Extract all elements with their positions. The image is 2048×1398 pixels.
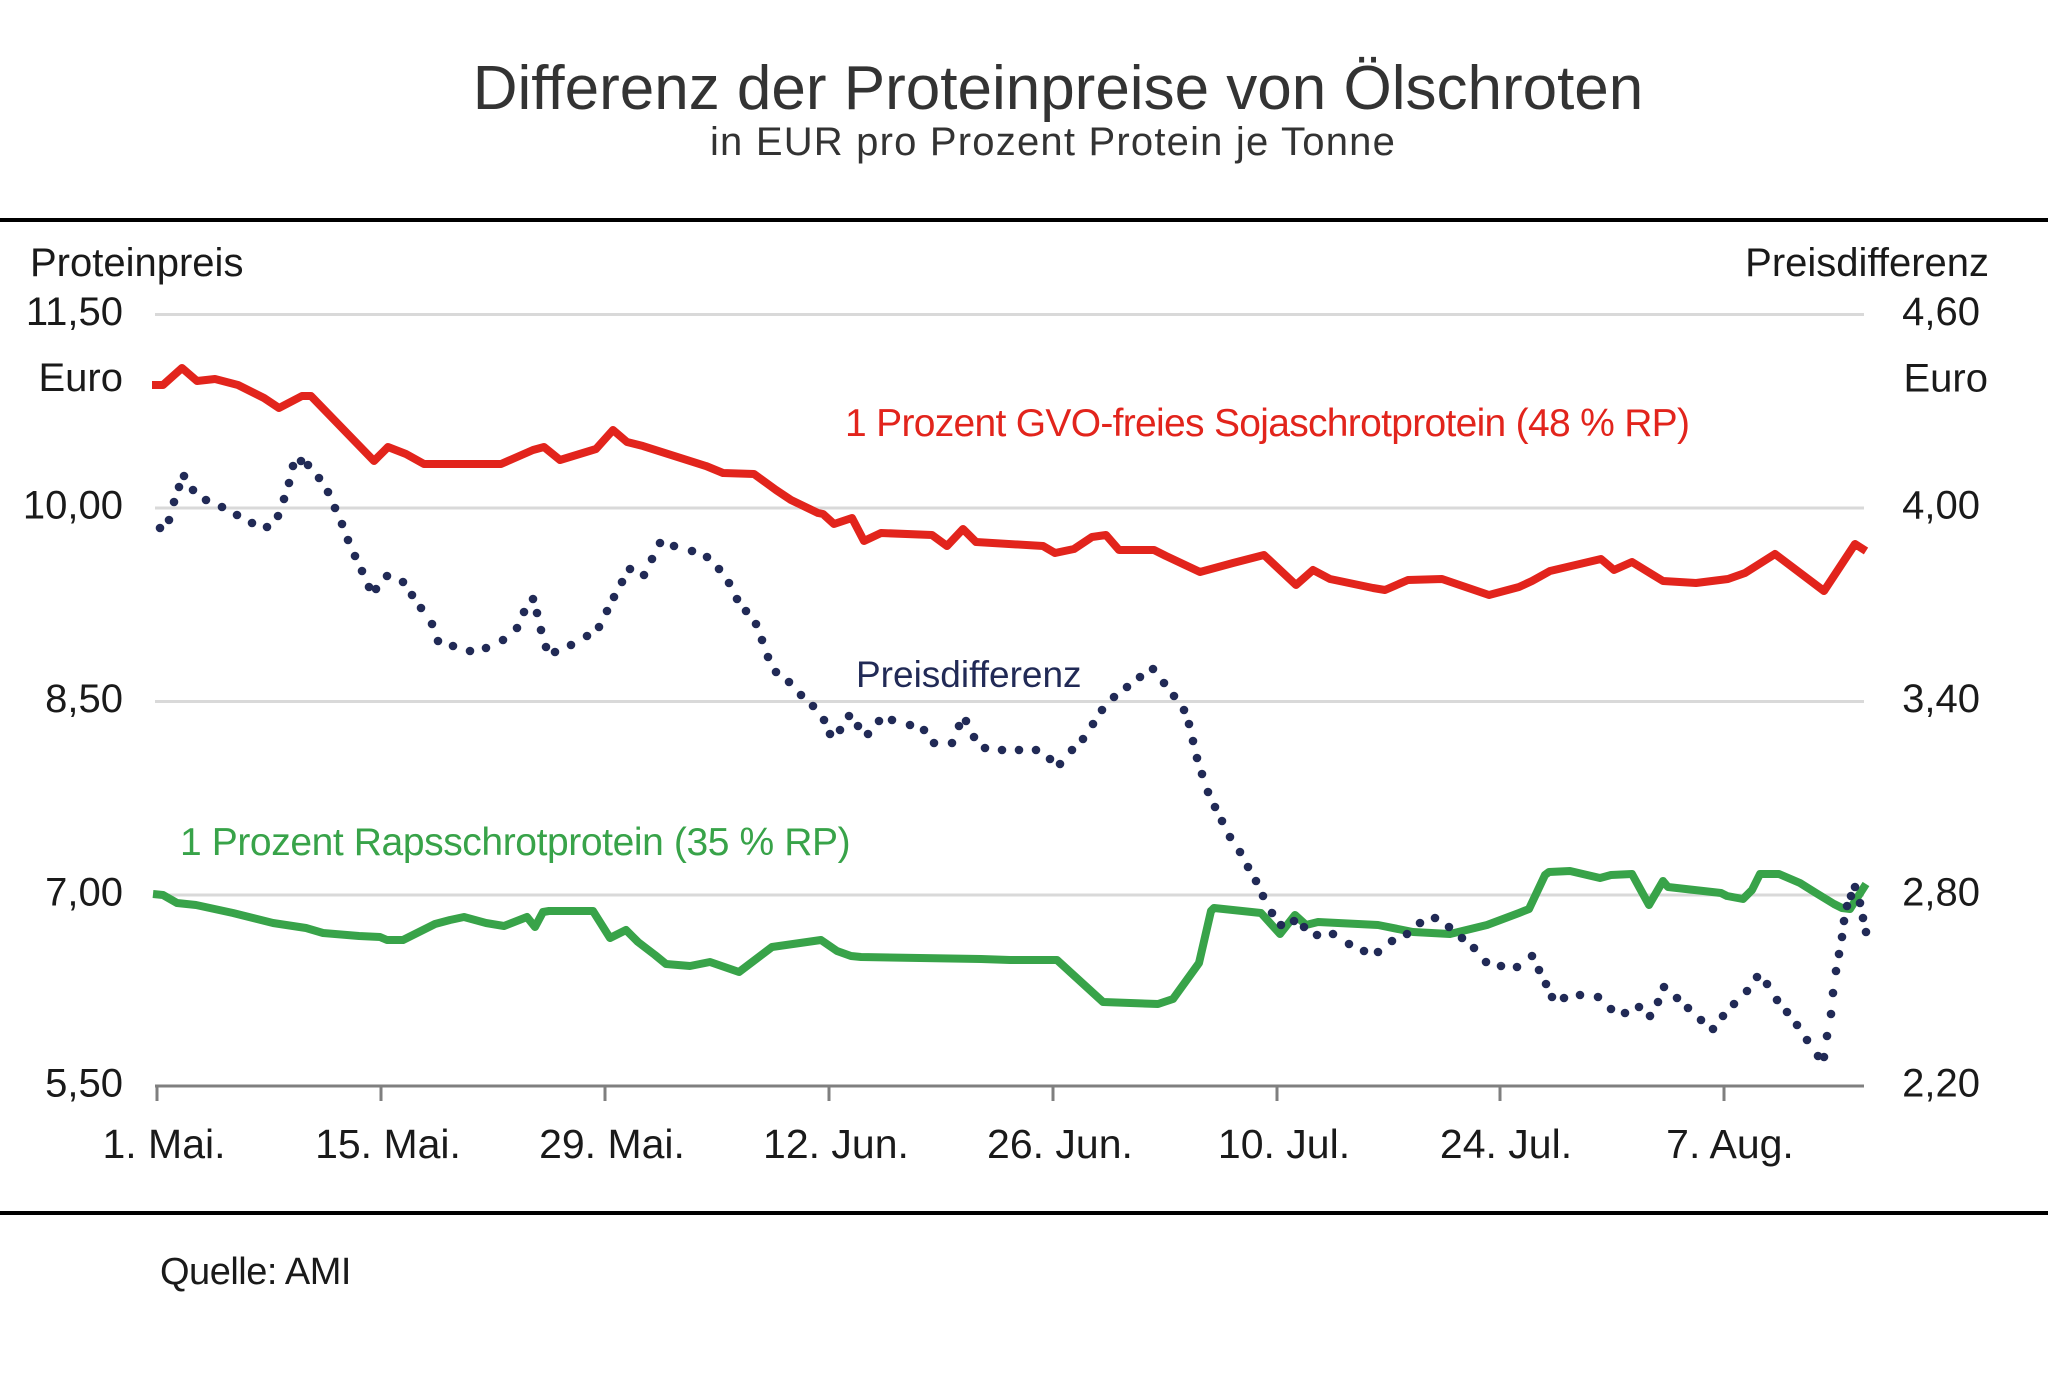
svg-text:Euro: Euro bbox=[1904, 357, 1989, 401]
svg-text:4,00: 4,00 bbox=[1902, 484, 1980, 528]
svg-text:4,60: 4,60 bbox=[1902, 290, 1980, 334]
svg-text:Quelle: AMI: Quelle: AMI bbox=[160, 1251, 351, 1293]
svg-text:Preisdifferenz: Preisdifferenz bbox=[856, 654, 1082, 695]
svg-text:10. Jul.: 10. Jul. bbox=[1218, 1121, 1350, 1167]
svg-text:1 Prozent Rapsschrotprotein (3: 1 Prozent Rapsschrotprotein (35 % RP) bbox=[180, 821, 850, 864]
svg-text:8,50: 8,50 bbox=[45, 677, 123, 721]
svg-text:1 Prozent GVO-freies Sojaschro: 1 Prozent GVO-freies Sojaschrotprotein (… bbox=[845, 402, 1689, 445]
svg-text:2,80: 2,80 bbox=[1902, 871, 1980, 915]
svg-text:10,00: 10,00 bbox=[23, 484, 123, 528]
svg-text:5,50: 5,50 bbox=[45, 1062, 123, 1106]
svg-text:7,00: 7,00 bbox=[45, 871, 123, 915]
svg-text:1. Mai.: 1. Mai. bbox=[102, 1121, 225, 1167]
svg-text:11,50: 11,50 bbox=[26, 290, 123, 334]
svg-text:7. Aug.: 7. Aug. bbox=[1666, 1121, 1794, 1167]
svg-text:15. Mai.: 15. Mai. bbox=[315, 1121, 461, 1167]
svg-text:2,20: 2,20 bbox=[1902, 1062, 1980, 1106]
svg-text:in EUR pro Prozent Protein je: in EUR pro Prozent Protein je Tonne bbox=[710, 120, 1396, 164]
svg-text:29. Mai.: 29. Mai. bbox=[539, 1121, 685, 1167]
svg-text:Preisdifferenz: Preisdifferenz bbox=[1745, 241, 1989, 285]
svg-text:24. Jul.: 24. Jul. bbox=[1440, 1121, 1572, 1167]
svg-text:Differenz der Proteinpreise vo: Differenz der Proteinpreise von Ölschrot… bbox=[473, 54, 1644, 123]
svg-text:12. Jun.: 12. Jun. bbox=[763, 1121, 909, 1167]
svg-text:Proteinpreis: Proteinpreis bbox=[30, 241, 243, 285]
svg-text:26. Jun.: 26. Jun. bbox=[987, 1121, 1133, 1167]
svg-text:3,40: 3,40 bbox=[1902, 677, 1980, 721]
svg-text:Euro: Euro bbox=[39, 356, 124, 400]
